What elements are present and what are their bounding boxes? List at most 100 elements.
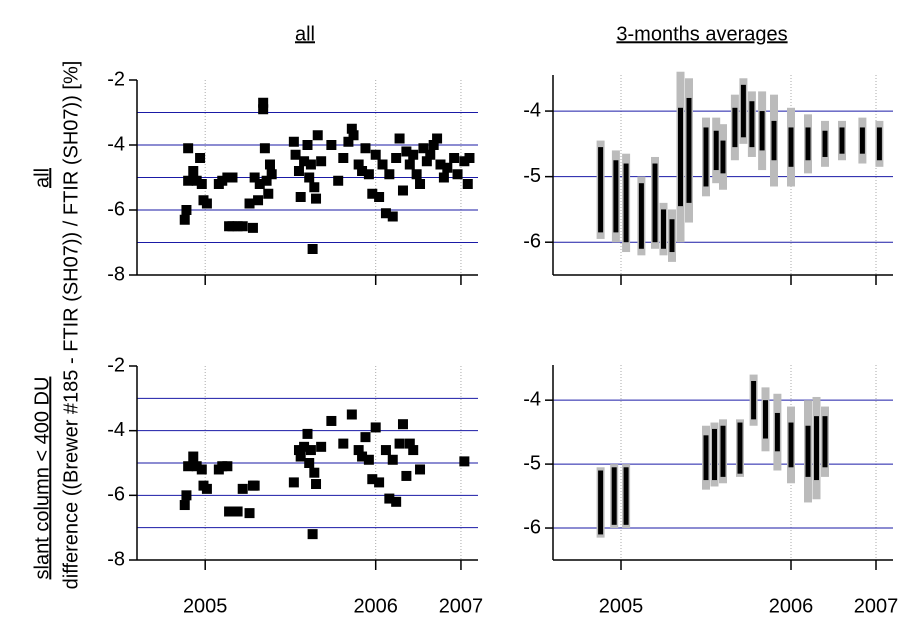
point [293,166,304,176]
point [370,149,381,160]
error-range-inner [822,130,828,157]
point [179,500,190,511]
point [288,136,299,147]
point [384,169,395,180]
error-range-inner [876,127,882,161]
point [360,143,371,154]
error-range-inner [822,416,828,468]
point [387,454,398,465]
point [293,445,304,456]
point [227,506,238,517]
point [259,143,270,154]
point [311,479,322,490]
y-axis-label: difference ((Brewer #185 - FTIR (SH07)) … [60,61,82,590]
y-tick-label: -4 [523,99,541,121]
x-tick-label: 2006 [769,595,814,617]
point [266,169,277,180]
point [288,477,299,488]
point [438,172,449,183]
error-range-inner [749,101,755,148]
point [348,130,359,141]
point [249,480,260,491]
point [264,159,275,170]
y-tick-label: -2 [107,354,125,376]
point [261,175,272,186]
error-range-inner [763,400,768,439]
point [374,477,385,488]
error-range-inner [598,147,604,233]
point [290,149,301,160]
y-tick-label: -4 [107,133,125,155]
point [191,175,202,186]
error-range-inner [611,467,617,525]
point [432,133,443,144]
point [353,159,364,170]
error-range-inner [859,127,865,154]
point [357,166,368,176]
point [377,159,388,170]
point [380,445,391,456]
point [316,156,327,167]
point [338,438,349,449]
point [391,153,402,163]
point [435,159,446,170]
point [462,179,473,189]
row-label: slant column < 400 DU [31,377,53,580]
point [237,483,248,494]
point [295,451,306,462]
point [222,461,233,472]
point [408,149,419,160]
point [217,175,228,186]
point [333,175,344,186]
error-range-inner [737,422,743,474]
y-tick-label: -2 [107,68,125,90]
point [367,188,378,199]
x-tick-label: 2006 [353,595,398,617]
error-range-inner [703,435,709,481]
error-range-inner [814,416,819,481]
point [415,464,426,475]
error-range-inner [712,428,717,481]
error-range-inner [686,97,692,203]
error-range-inner [732,107,738,148]
point [394,438,405,449]
x-tick-label: 2007 [439,595,484,617]
y-tick-label: -4 [523,388,541,410]
error-range-inner [805,425,811,477]
point [302,140,313,150]
point [367,474,378,485]
point [305,159,316,170]
y-tick-label: -5 [523,452,541,474]
point [394,133,405,144]
point [311,193,322,204]
point [183,461,194,472]
point [326,415,337,426]
error-range-inner [774,412,780,452]
error-range-inner [669,219,675,253]
point [357,451,368,462]
point [253,195,264,206]
point [343,136,354,147]
point [401,470,412,481]
point [370,422,381,433]
error-range-inner [713,130,719,171]
point [442,162,453,173]
point [404,159,415,170]
error-range-inner [788,422,794,468]
point [179,214,190,225]
error-range-inner [652,163,658,243]
error-range-inner [771,120,777,161]
y-tick-label: -6 [107,198,125,220]
error-range-inner [720,425,726,477]
error-range-inner [805,127,811,161]
point [397,419,408,430]
point [217,461,228,472]
error-range-inner [740,84,746,138]
error-range-inner [661,209,666,249]
point [191,461,202,472]
error-range-inner [598,470,604,535]
point [346,409,357,420]
point [249,172,260,183]
error-range-inner [613,160,619,233]
point [360,432,371,443]
